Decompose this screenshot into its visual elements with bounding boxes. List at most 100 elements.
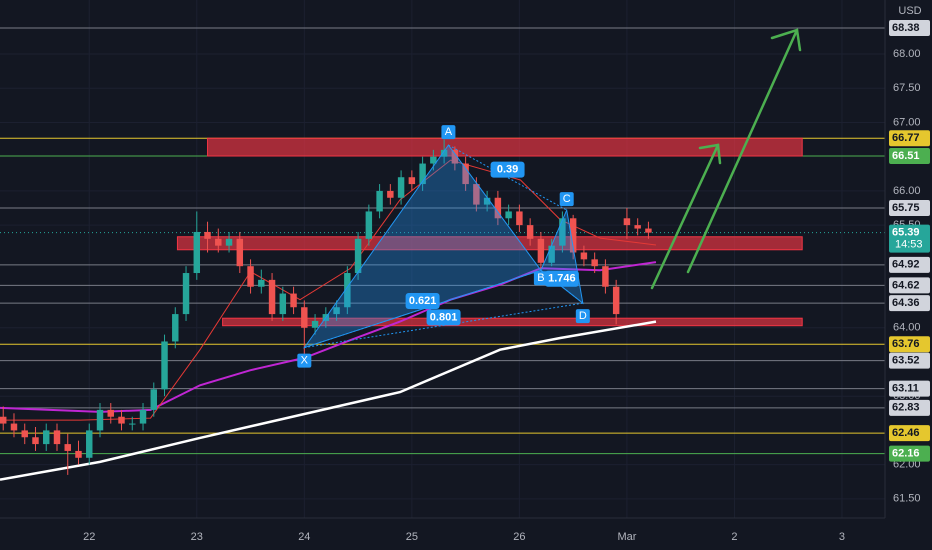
point-box — [559, 192, 574, 207]
candle-body — [333, 307, 340, 315]
candle-body — [215, 238, 222, 246]
candle-body — [311, 320, 319, 328]
candle-body — [645, 228, 652, 233]
candle-body — [129, 423, 136, 425]
level-label: 63.11 — [892, 383, 919, 395]
arrow — [686, 28, 799, 274]
arrow-head — [770, 28, 802, 52]
level-label-box — [889, 295, 930, 312]
level-label-box — [889, 277, 930, 294]
ratio-box — [490, 161, 525, 178]
y-tick-label: 64.00 — [893, 322, 921, 334]
zone — [222, 317, 803, 327]
level-label: 63.52 — [892, 355, 920, 367]
candle-body — [483, 197, 491, 205]
candle-body — [537, 238, 545, 263]
point-label: D — [579, 310, 587, 322]
candle-body — [376, 190, 383, 212]
countdown: 14:53 — [895, 239, 923, 251]
candle-body — [451, 149, 459, 164]
candle-body — [559, 218, 566, 246]
level-label-box — [889, 399, 930, 416]
pattern-leg — [304, 302, 583, 349]
y-tick-label: 61.50 — [893, 493, 921, 505]
ratio-box — [405, 292, 440, 309]
level-label-box — [889, 20, 930, 37]
moving-average — [0, 320, 657, 481]
y-tick-label: 67.50 — [893, 82, 921, 94]
level-label: 62.83 — [892, 402, 920, 414]
level-label-box — [889, 445, 930, 462]
candle-body — [516, 211, 523, 226]
candle-body — [419, 163, 426, 185]
candle-body — [86, 430, 93, 458]
ratio-box — [426, 309, 461, 326]
candle-body — [602, 266, 609, 287]
candle-body — [301, 307, 308, 328]
candle-body — [107, 409, 114, 417]
candle-body — [344, 273, 351, 308]
x-tick-label: 23 — [191, 531, 203, 543]
x-tick-label: 26 — [513, 531, 525, 543]
candle-body — [225, 238, 233, 246]
candle-body — [0, 416, 7, 424]
candle-body — [236, 238, 244, 267]
candle-body — [53, 430, 61, 445]
x-tick-label: Mar — [617, 531, 636, 543]
candle-body — [96, 409, 104, 431]
candle-body — [75, 450, 82, 458]
candle-body — [21, 430, 28, 438]
candle-body — [569, 218, 577, 253]
time-axis-bg — [0, 518, 932, 550]
level-label-box — [889, 130, 930, 147]
arrow — [650, 143, 720, 290]
level-label-box — [889, 380, 930, 397]
candle-body — [290, 293, 297, 308]
level-label: 64.62 — [892, 279, 920, 291]
level-label-box — [889, 425, 930, 442]
candle-body — [139, 409, 147, 424]
level-label-box — [889, 256, 930, 273]
x-tick-label: 24 — [298, 531, 310, 543]
candle-body — [204, 231, 211, 239]
candle-body — [32, 437, 39, 445]
y-tick-label: 66.00 — [893, 185, 921, 197]
candle-body — [591, 259, 598, 267]
y-tick-label: 67.00 — [893, 116, 921, 128]
candle-body — [258, 279, 265, 287]
point-box — [575, 309, 590, 324]
ratio-label: 0.621 — [409, 295, 437, 307]
y-tick-label: 68.00 — [893, 48, 921, 60]
level-label-box — [889, 200, 930, 217]
ratio-box — [544, 270, 579, 287]
candle-body — [193, 231, 201, 274]
x-tick-label: 2 — [731, 531, 737, 543]
candle-body — [505, 211, 512, 219]
level-label-box — [889, 336, 930, 353]
arrows — [650, 28, 802, 290]
candle-body — [462, 163, 469, 185]
x-tick-label: 22 — [83, 531, 95, 543]
point-label: C — [563, 193, 571, 205]
candle-body — [182, 273, 190, 315]
candle-body — [150, 389, 157, 410]
last-price-label: 65.39 — [892, 227, 920, 239]
last-price-label-box — [889, 224, 930, 253]
point-box — [297, 353, 312, 368]
level-label: 66.77 — [892, 132, 920, 144]
pattern-leg — [448, 144, 567, 211]
candle-body — [548, 245, 555, 263]
arrow-head — [698, 143, 722, 165]
candle-body — [268, 279, 276, 315]
ratio-label: 0.801 — [430, 311, 458, 323]
level-label: 63.76 — [892, 338, 920, 350]
candle-body — [64, 444, 71, 451]
level-label-box — [889, 352, 930, 369]
zone — [176, 236, 803, 251]
candle-body — [397, 177, 405, 198]
ratio-label: 1.746 — [548, 273, 576, 285]
level-label: 68.38 — [892, 22, 920, 34]
candle-body — [634, 225, 641, 229]
